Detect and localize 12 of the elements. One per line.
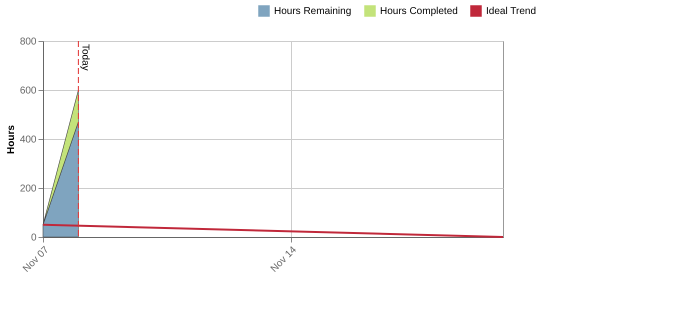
y-tick-label: 400	[20, 134, 37, 146]
y-tick-label: 200	[20, 184, 37, 194]
x-tick-label: Nov 14	[268, 244, 300, 275]
y-axis-title: Hours	[6, 124, 17, 154]
x-tick-label: Nov 07	[21, 244, 52, 275]
y-tick-label: 0	[30, 232, 37, 244]
y-tick-label: 600	[20, 86, 37, 96]
ref-line-label: Today	[79, 44, 90, 71]
legend-label: Hours Remaining	[274, 6, 352, 17]
legend-label: Ideal Trend	[486, 6, 536, 17]
y-tick-label: 800	[20, 36, 37, 48]
legend-label: Hours Completed	[380, 6, 458, 17]
